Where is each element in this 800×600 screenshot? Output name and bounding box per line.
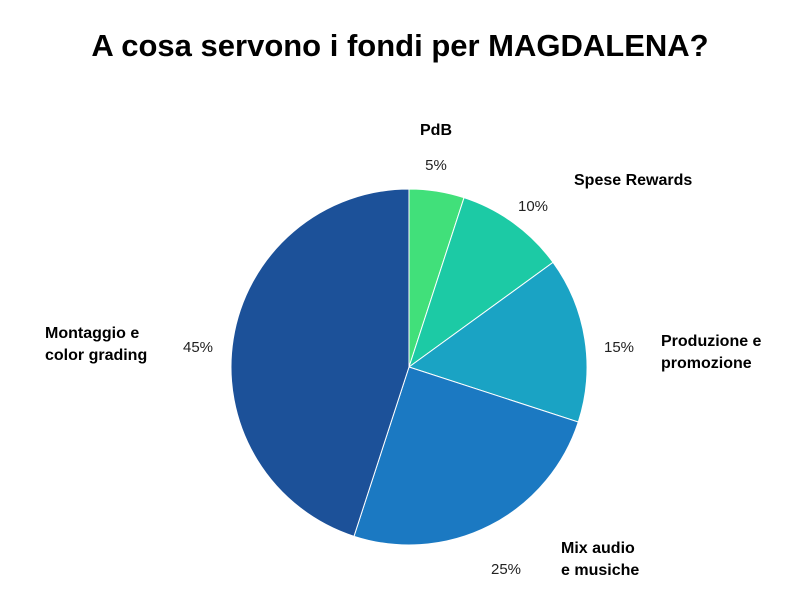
pie-slice-3 xyxy=(407,261,588,423)
slice-value-label-2: 10% xyxy=(518,198,548,215)
slice-category-label-5: Montaggio e color grading xyxy=(45,325,147,364)
slice-value-label-4: 25% xyxy=(491,561,521,578)
slice-category-label-4: Mix audio e musiche xyxy=(561,540,639,579)
chart-title: A cosa servono i fondi per MAGDALENA? xyxy=(91,28,709,63)
slice-category-label-2: Spese Rewards xyxy=(574,172,692,189)
pie-labels: 5% PdB 10% Spese Rewards 15% Produzione e prom… xyxy=(45,122,762,579)
pie-slice-4 xyxy=(353,366,579,546)
pie-slice-5 xyxy=(230,188,410,537)
pie-slice-2 xyxy=(408,197,554,369)
slice-value-label-5: 45% xyxy=(183,339,213,356)
slice-category-label-3: Produzione e promozione xyxy=(661,333,762,372)
slice-category-label-1: PdB xyxy=(420,122,452,139)
slice-value-label-3: 15% xyxy=(604,339,634,356)
slice-value-label-1: 5% xyxy=(425,157,447,174)
pie-slices xyxy=(230,188,588,546)
